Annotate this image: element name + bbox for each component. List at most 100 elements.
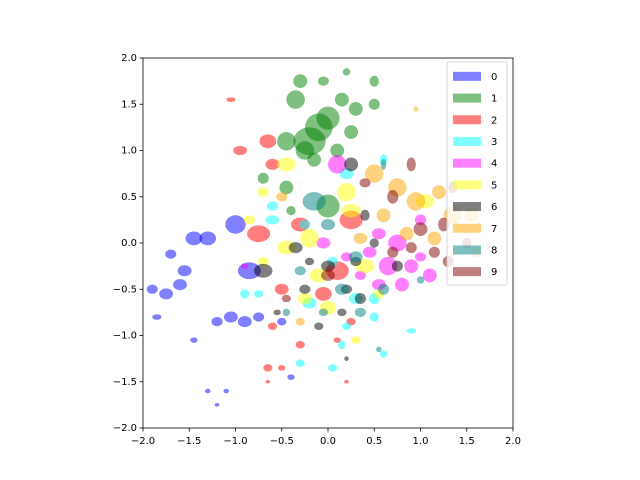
x-tick-label: −1.0 [223,436,247,447]
point [414,214,427,226]
legend-label: 4 [491,159,497,170]
point [318,308,328,317]
point [279,180,294,195]
legend-swatch [453,180,481,190]
point [406,157,416,172]
point [387,246,399,258]
point [337,182,356,202]
point [295,317,305,326]
point [299,219,311,230]
point [428,246,440,258]
legend-swatch [453,136,481,146]
point [223,388,230,394]
point [223,311,238,323]
point [257,256,269,267]
y-tick-label: 0.5 [121,192,137,203]
legend-swatch [453,71,481,81]
point [348,101,363,116]
point [377,283,390,295]
point [273,309,281,316]
y-tick-label: −0.5 [113,284,137,295]
point [342,68,351,76]
point [190,337,198,343]
point [293,74,308,89]
point [438,217,450,232]
point [287,374,295,380]
point [380,158,387,170]
y-tick-label: 0.0 [121,238,137,249]
point [354,270,366,280]
x-tick-label: 1.5 [459,436,475,447]
point [333,337,341,343]
point [302,192,326,211]
point [185,231,203,246]
y-tick-label: 2.0 [121,53,137,64]
y-tick-label: −2.0 [113,423,137,434]
legend-label: 2 [491,115,497,126]
point [295,341,305,349]
point [321,269,335,281]
point [387,189,399,204]
point [328,364,338,372]
point [278,365,286,371]
x-tick-label: −1.5 [177,436,201,447]
point [316,106,340,130]
legend-label: 9 [491,267,497,278]
point [371,228,386,240]
point [159,288,174,300]
point [240,289,250,299]
point [286,206,296,216]
point [177,265,192,277]
point [334,92,349,107]
point [338,340,346,350]
point [265,379,271,384]
legend-label: 3 [491,137,497,148]
point [204,388,211,394]
point [406,192,426,211]
legend-label: 8 [491,245,497,256]
y-tick-label: −1.5 [113,377,137,388]
point [351,336,361,344]
point [253,312,265,322]
point [334,283,349,295]
point [362,246,377,258]
legend-swatch [453,93,481,103]
point [226,97,236,102]
point [267,322,278,330]
point [317,76,329,86]
point [359,178,371,188]
x-tick-label: 2.0 [505,436,521,447]
point [241,263,249,269]
point [146,284,158,294]
point [413,106,419,112]
x-tick-label: −2.0 [131,436,155,447]
point [328,155,347,174]
x-tick-label: 1.0 [413,436,429,447]
point [295,141,315,160]
point [286,90,305,109]
point [416,276,425,284]
point [276,192,288,202]
point [405,242,417,254]
point [368,98,380,110]
point [277,132,296,151]
point [330,143,345,158]
point [344,125,359,139]
point [413,222,428,237]
point [404,259,419,274]
point [432,185,446,200]
point [391,260,403,272]
point [282,308,291,317]
y-tick-label: 1.0 [121,146,137,157]
point [277,317,287,326]
point [237,316,252,328]
x-tick-label: 0.0 [320,436,336,447]
point [369,238,379,248]
point [427,231,442,246]
point [165,249,177,259]
legend-swatch [453,115,481,125]
point [173,279,187,291]
point [340,252,353,262]
point [316,237,331,249]
